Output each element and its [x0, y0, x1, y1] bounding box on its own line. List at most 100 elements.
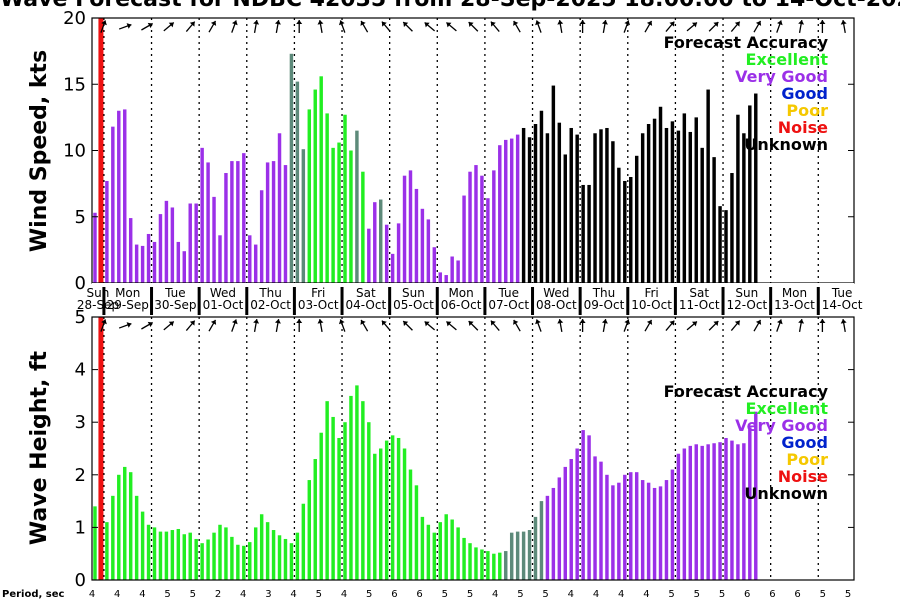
bar [527, 530, 532, 580]
bar [605, 474, 609, 580]
direction-arrow-icon [253, 318, 260, 333]
direction-arrow-icon [776, 20, 783, 33]
bar [295, 81, 300, 283]
direction-arrow-icon [776, 319, 783, 332]
bar [414, 188, 419, 283]
bar [242, 545, 246, 580]
bar [545, 495, 550, 580]
bar [390, 435, 395, 580]
bar [700, 445, 704, 580]
bar [474, 547, 478, 580]
bar [236, 161, 240, 283]
direction-arrow-icon [424, 321, 436, 331]
direction-arrow-icon [730, 21, 741, 33]
legend-title: Forecast Accuracy [664, 382, 829, 401]
y-tick-label: 15 [63, 74, 86, 95]
bar [379, 448, 383, 580]
direction-arrow-icon [231, 20, 238, 33]
bar [634, 472, 639, 580]
bar [319, 76, 323, 283]
bar [361, 401, 365, 580]
bar [105, 180, 109, 283]
bar [236, 544, 240, 580]
bar [563, 466, 567, 580]
bar [343, 422, 347, 580]
period-value: 4 [492, 589, 498, 600]
day-separator [769, 287, 773, 315]
day-separator [292, 287, 296, 315]
bar [623, 474, 627, 580]
bar [456, 260, 460, 283]
bar [754, 93, 758, 284]
bar [111, 495, 115, 580]
bar [748, 105, 752, 283]
bar [343, 114, 347, 283]
bar [123, 109, 127, 283]
period-value: 6 [794, 589, 800, 600]
bar [730, 173, 734, 283]
direction-arrow-icon [819, 20, 826, 33]
day-name-label: Mon [782, 286, 807, 300]
bar [212, 532, 216, 580]
bar [611, 485, 615, 580]
bar [277, 535, 282, 580]
direction-arrow-icon [753, 20, 762, 33]
bar [640, 133, 645, 283]
legend-entry: Good [781, 433, 828, 452]
bar [468, 171, 472, 283]
day-name-label: Tue [497, 286, 519, 300]
bar [206, 162, 210, 283]
y-tick-label: 1 [75, 517, 86, 538]
direction-arrow-icon [513, 319, 521, 332]
bar [432, 247, 437, 283]
bar [754, 411, 758, 580]
period-value: 5 [517, 589, 523, 600]
direction-arrow-icon [490, 21, 500, 33]
bar [188, 532, 192, 580]
wave-height-panel: 0 1 2 3 4 5 Wave Height, ft Forecast Accuracy… [27, 307, 855, 591]
bar [480, 175, 484, 283]
bar [367, 422, 371, 580]
bar [206, 539, 210, 580]
bar [253, 527, 258, 580]
bar [724, 437, 728, 580]
direction-arrow-icon [644, 20, 653, 33]
bar [93, 506, 97, 580]
y-tick-label: 2 [75, 465, 86, 486]
day-name-label: Wed [543, 286, 569, 300]
period-value: 2 [215, 589, 221, 600]
bar [128, 218, 133, 283]
direction-arrow-icon [317, 318, 324, 333]
day-date-label: 06-Oct [441, 298, 482, 312]
bar [158, 214, 163, 283]
bar [462, 195, 466, 283]
day-date-label: 04-Oct [346, 298, 387, 312]
direction-arrow-icon [360, 20, 369, 33]
bar [164, 200, 169, 283]
day-date-label: 08-Oct [536, 298, 577, 312]
direction-arrow-icon [798, 318, 805, 333]
direction-arrow-icon [623, 20, 631, 33]
direction-arrow-icon [446, 22, 457, 32]
bar [140, 245, 145, 283]
bar [593, 133, 597, 283]
direction-arrow-icon [141, 22, 153, 31]
bar [242, 153, 246, 283]
bar [623, 180, 627, 283]
bar [539, 110, 544, 283]
direction-arrow-icon [730, 320, 741, 332]
period-value: 4 [341, 589, 347, 600]
bar [289, 53, 294, 283]
bar [438, 522, 442, 580]
bar [390, 253, 395, 283]
bar [646, 124, 651, 283]
bar [361, 171, 365, 283]
period-value: 5 [845, 589, 851, 600]
bar [367, 228, 371, 283]
y-tick-label: 0 [75, 273, 86, 294]
legend-entry: Very Good [735, 67, 828, 86]
period-value: 5 [164, 589, 170, 600]
bar [670, 469, 675, 580]
bar [93, 212, 97, 283]
